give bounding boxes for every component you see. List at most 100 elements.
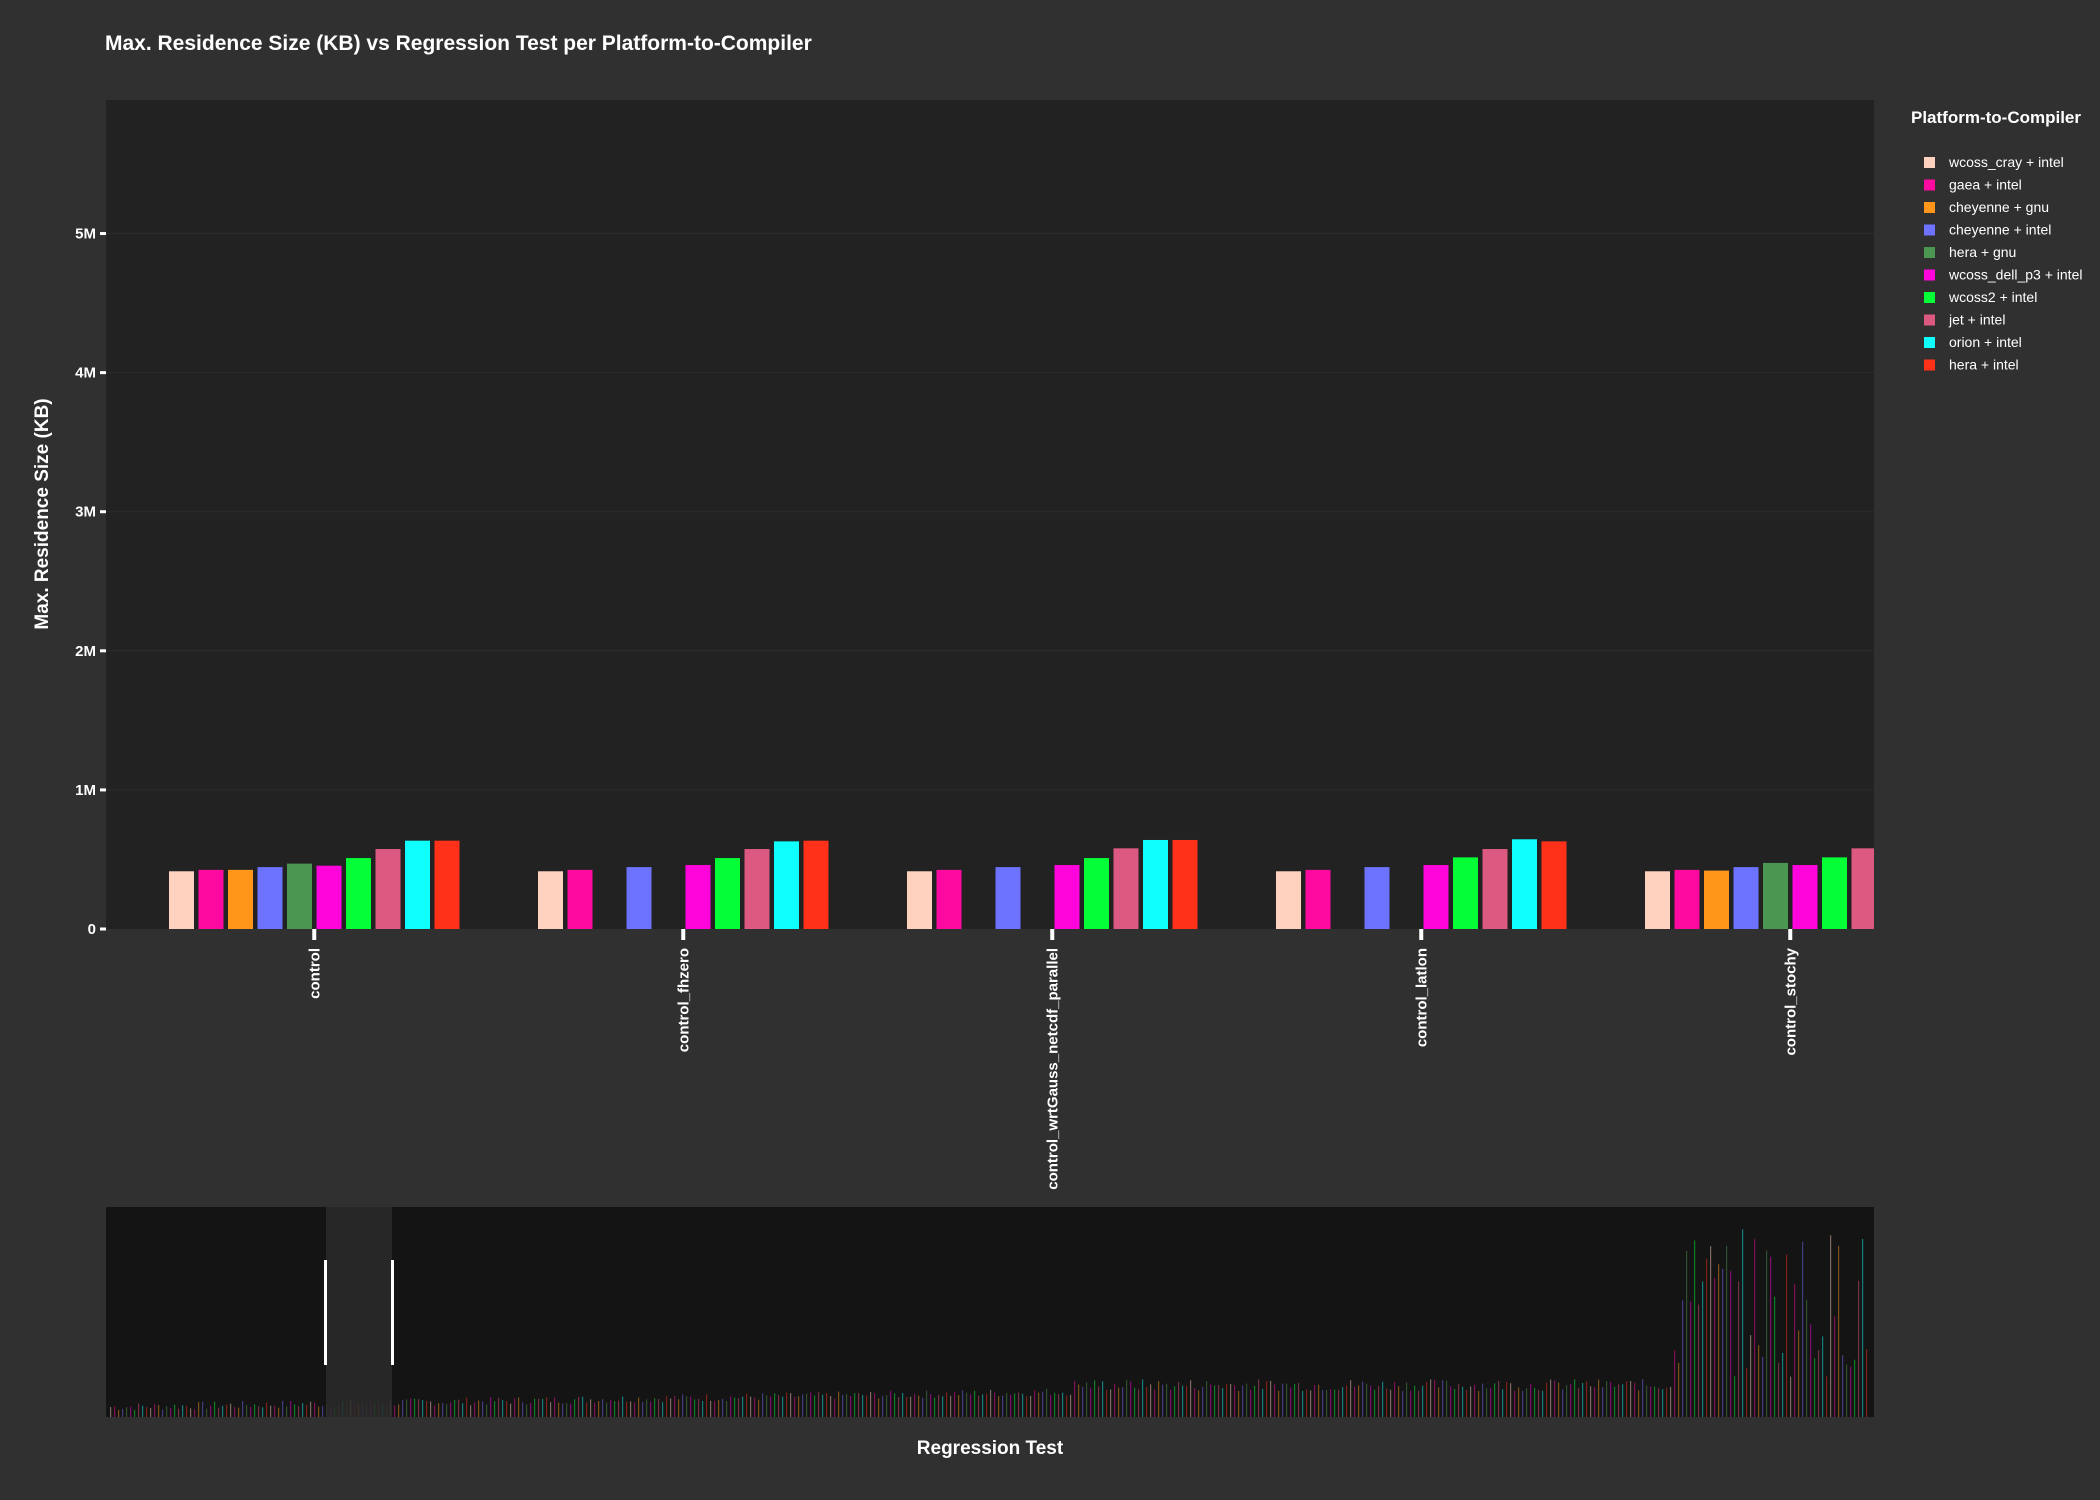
overview-bar bbox=[878, 1398, 880, 1417]
bar-1-7[interactable] bbox=[744, 849, 770, 929]
bar-3-3[interactable] bbox=[1364, 867, 1390, 929]
bar-2-1[interactable] bbox=[936, 869, 962, 929]
bar-2-0[interactable] bbox=[907, 871, 932, 929]
range-slider-right-handle[interactable] bbox=[391, 1260, 394, 1365]
overview-bar bbox=[866, 1395, 868, 1417]
bar-3-7[interactable] bbox=[1482, 849, 1508, 929]
overview-bar bbox=[1766, 1250, 1768, 1417]
bar-0-9[interactable] bbox=[434, 840, 460, 929]
bar-0-6[interactable] bbox=[346, 858, 371, 929]
overview-bar bbox=[1062, 1392, 1064, 1417]
bar-4-1[interactable] bbox=[1674, 869, 1700, 929]
bar-0-3[interactable] bbox=[257, 867, 283, 929]
bar-2-8[interactable] bbox=[1143, 839, 1168, 929]
bar-4-0[interactable] bbox=[1645, 871, 1670, 929]
overview-bar bbox=[1114, 1383, 1116, 1417]
overview-bar bbox=[246, 1405, 248, 1417]
overview-bar bbox=[294, 1404, 296, 1417]
bar-4-2[interactable] bbox=[1704, 870, 1729, 929]
bar-0-8[interactable] bbox=[405, 840, 430, 929]
legend-swatch-0[interactable] bbox=[1924, 157, 1935, 168]
overview-bar bbox=[1634, 1382, 1636, 1417]
bar-3-6[interactable] bbox=[1453, 857, 1478, 929]
overview-bar bbox=[962, 1390, 964, 1417]
y-axis-title: Max. Residence Size (KB) bbox=[32, 398, 53, 629]
overview-bar bbox=[1630, 1380, 1632, 1417]
bar-2-3[interactable] bbox=[995, 867, 1021, 929]
bar-3-1[interactable] bbox=[1305, 869, 1331, 929]
overview-bar bbox=[930, 1393, 932, 1417]
overview-bar bbox=[958, 1395, 960, 1417]
bar-4-4[interactable] bbox=[1763, 862, 1788, 929]
legend-swatch-4[interactable] bbox=[1924, 247, 1935, 258]
overview-bar bbox=[1854, 1359, 1856, 1417]
legend-swatch-3[interactable] bbox=[1924, 224, 1935, 236]
bar-0-0[interactable] bbox=[169, 871, 194, 929]
bar-1-1[interactable] bbox=[567, 869, 593, 929]
bar-1-5[interactable] bbox=[685, 865, 711, 929]
overview-bar bbox=[494, 1401, 496, 1417]
bar-3-0[interactable] bbox=[1276, 871, 1301, 929]
overview-bar bbox=[1390, 1389, 1392, 1417]
overview-bar bbox=[150, 1408, 152, 1417]
bar-3-9[interactable] bbox=[1541, 841, 1567, 929]
x-tick-label-2: control_wrtGauss_netcdf_parallel bbox=[1044, 948, 1061, 1190]
bar-2-9[interactable] bbox=[1172, 839, 1198, 929]
legend-label-9[interactable]: hera + intel bbox=[1949, 357, 2019, 373]
bar-1-6[interactable] bbox=[715, 858, 740, 929]
bar-3-8[interactable] bbox=[1512, 839, 1537, 929]
legend-swatch-2[interactable] bbox=[1924, 202, 1935, 213]
legend-swatch-5[interactable] bbox=[1924, 269, 1935, 281]
bar-3-5[interactable] bbox=[1423, 865, 1449, 929]
bar-1-8[interactable] bbox=[774, 841, 799, 929]
bar-2-5[interactable] bbox=[1054, 865, 1080, 929]
overview-bar bbox=[1030, 1395, 1032, 1417]
x-tick-label-4: control_stochy bbox=[1782, 947, 1799, 1055]
legend-label-7[interactable]: jet + intel bbox=[1948, 312, 2005, 328]
legend-label-6[interactable]: wcoss2 + intel bbox=[1948, 289, 2037, 305]
legend-label-0[interactable]: wcoss_cray + intel bbox=[1948, 154, 2064, 170]
overview-bar bbox=[1058, 1394, 1060, 1417]
range-slider-left-handle[interactable] bbox=[324, 1260, 327, 1365]
overview-bar bbox=[1242, 1385, 1244, 1417]
legend-title: Platform-to-Compiler bbox=[1911, 108, 2081, 127]
legend-swatch-6[interactable] bbox=[1924, 292, 1935, 303]
bar-4-6[interactable] bbox=[1822, 857, 1847, 929]
legend-label-5[interactable]: wcoss_dell_p3 + intel bbox=[1948, 267, 2082, 283]
legend-swatch-1[interactable] bbox=[1924, 179, 1935, 191]
legend-label-2[interactable]: cheyenne + gnu bbox=[1949, 199, 2049, 215]
bar-4-7[interactable] bbox=[1851, 848, 1875, 929]
overview-bar bbox=[418, 1399, 420, 1417]
overview-bar bbox=[1714, 1278, 1716, 1417]
bar-0-5[interactable] bbox=[316, 865, 342, 929]
overview-bar bbox=[1522, 1390, 1524, 1417]
overview-bar bbox=[238, 1407, 240, 1417]
overview-bar bbox=[1194, 1388, 1196, 1417]
bar-0-1[interactable] bbox=[198, 869, 224, 929]
legend-swatch-9[interactable] bbox=[1924, 359, 1935, 371]
legend-label-4[interactable]: hera + gnu bbox=[1949, 244, 2016, 260]
range-slider-window[interactable] bbox=[326, 1207, 392, 1417]
bar-4-5[interactable] bbox=[1792, 865, 1818, 929]
overview-bar bbox=[1134, 1387, 1136, 1417]
legend-label-8[interactable]: orion + intel bbox=[1949, 334, 2022, 350]
legend-label-1[interactable]: gaea + intel bbox=[1949, 177, 2022, 193]
bar-0-4[interactable] bbox=[287, 863, 312, 929]
overview-bar bbox=[706, 1394, 708, 1417]
legend-label-3[interactable]: cheyenne + intel bbox=[1949, 222, 2051, 238]
bar-2-7[interactable] bbox=[1113, 848, 1139, 929]
legend-swatch-8[interactable] bbox=[1924, 337, 1935, 348]
overview-bar bbox=[314, 1402, 316, 1417]
bar-1-3[interactable] bbox=[626, 867, 652, 929]
bar-1-0[interactable] bbox=[538, 871, 563, 929]
bar-4-3[interactable] bbox=[1733, 867, 1759, 929]
bar-2-6[interactable] bbox=[1084, 858, 1109, 929]
bar-1-9[interactable] bbox=[803, 840, 829, 929]
legend-swatch-7[interactable] bbox=[1924, 314, 1935, 326]
bar-0-2[interactable] bbox=[228, 869, 253, 929]
overview-bar bbox=[126, 1407, 128, 1417]
range-slider-background[interactable] bbox=[106, 1207, 1874, 1417]
bar-0-7[interactable] bbox=[375, 849, 401, 929]
overview-bar bbox=[682, 1394, 684, 1417]
